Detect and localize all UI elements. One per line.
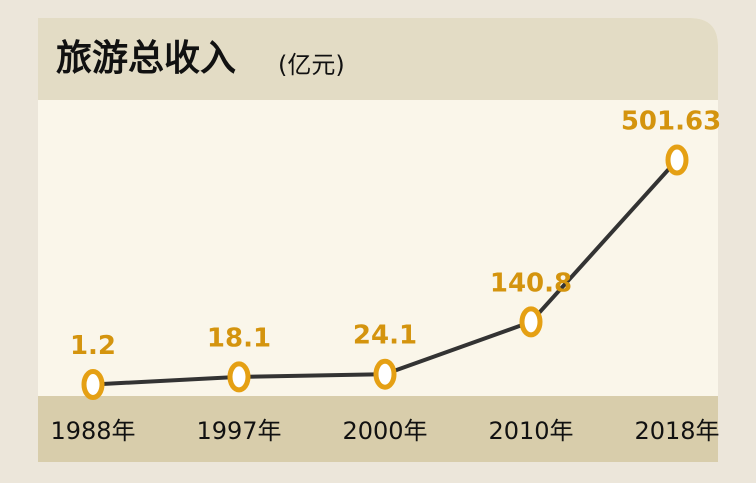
value-label: 1.2 bbox=[70, 331, 116, 361]
x-tick-label: 1997年 bbox=[196, 417, 281, 445]
x-tick-label: 2000年 bbox=[342, 417, 427, 445]
chart-unit: (亿元) bbox=[278, 51, 345, 79]
x-tick-label: 1988年 bbox=[50, 417, 135, 445]
panel bbox=[38, 18, 718, 462]
value-label: 501.63 bbox=[621, 107, 721, 137]
value-label: 140.8 bbox=[490, 268, 572, 298]
chart-title: 旅游总收入 bbox=[56, 38, 236, 79]
x-tick-label: 2018年 bbox=[634, 417, 719, 445]
x-tick-label: 2010年 bbox=[488, 417, 573, 445]
axis-band bbox=[38, 396, 718, 462]
value-label: 18.1 bbox=[207, 323, 271, 353]
marker bbox=[81, 368, 105, 400]
marker bbox=[227, 361, 251, 393]
value-label: 24.1 bbox=[353, 321, 417, 351]
title-band bbox=[38, 18, 718, 100]
marker bbox=[519, 306, 543, 338]
marker bbox=[373, 358, 397, 390]
marker bbox=[665, 144, 689, 176]
